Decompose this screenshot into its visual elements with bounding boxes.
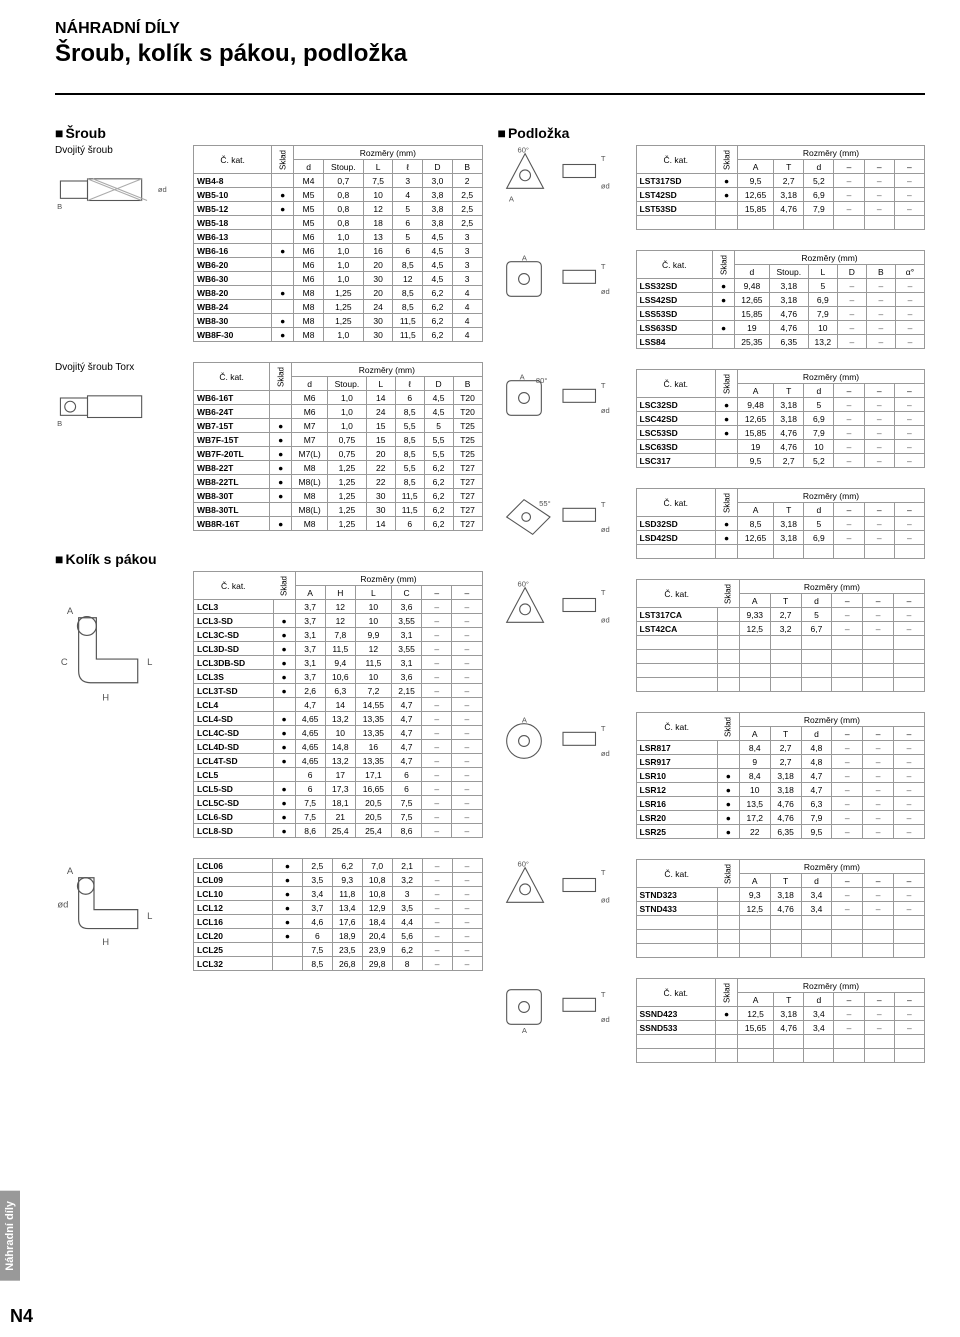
diagram-screw-torx: B (55, 377, 185, 437)
table-p5: Č. kat.SkladRozměry (mm)ATd–––LST317CA9,… (636, 579, 926, 692)
table-t2: Č. kat.SkladRozměry (mm)dStoup.LℓDBWB6-1… (193, 362, 483, 531)
svg-text:T: T (600, 154, 605, 163)
table-p8: Č. kat.SkladRozměry (mm)ATd–––SSND423●12… (636, 978, 926, 1063)
svg-text:H: H (102, 937, 109, 948)
svg-text:A: A (67, 866, 74, 877)
svg-text:T: T (600, 588, 605, 597)
svg-text:A: A (521, 716, 527, 725)
svg-text:60°: 60° (517, 580, 528, 589)
svg-text:ød: ød (600, 616, 609, 625)
diagram-screw: Bød (55, 160, 185, 220)
table-t4: LCL06●2,56,27,02,1––LCL09●3,59,310,83,2–… (193, 858, 483, 971)
table-p7: Č. kat.SkladRozměry (mm)ATd–––STND3239,3… (636, 859, 926, 958)
section-kolik: Kolík s pákou (55, 551, 483, 567)
diagram-washer-round: A Tød (498, 712, 628, 772)
side-tab: Náhradní díly (0, 1191, 20, 1281)
sub-dvojity: Dvojitý šroub (55, 145, 185, 156)
svg-text:ød: ød (158, 185, 167, 194)
table-t1: Č. kat.SkladRozměry (mm)dStoup.LℓDBWB4-8… (193, 145, 483, 342)
section-podlozka: Podložka (498, 125, 926, 141)
svg-text:ød: ød (600, 182, 609, 191)
svg-text:60°: 60° (517, 146, 528, 155)
svg-text:H: H (102, 693, 109, 704)
table-t3: Č. kat.SkladRozměry (mm)AHLC––LCL33,7121… (193, 571, 483, 838)
table-p2: Č. kat.SkladRozměry (mm)dStoup.LDBα°LSS3… (636, 250, 926, 349)
svg-text:T: T (600, 724, 605, 733)
svg-text:A: A (67, 606, 74, 617)
section-sroub: Šroub (55, 125, 483, 141)
svg-text:T: T (600, 868, 605, 877)
diagram-washer-tri3: 60° Tød (498, 859, 628, 919)
svg-text:ød: ød (600, 287, 609, 296)
table-p4: Č. kat.SkladRozměry (mm)ATd–––LSD32SD●8,… (636, 488, 926, 559)
diagram-washer-sq80: A80°Tød (498, 369, 628, 429)
svg-text:B: B (57, 202, 62, 211)
svg-text:B: B (57, 419, 62, 428)
diagram-washer-tri: 60° Tød A (498, 145, 628, 205)
svg-text:T: T (600, 990, 605, 999)
svg-text:L: L (147, 657, 152, 668)
svg-text:ød: ød (600, 525, 609, 534)
sub-dvojity-torx: Dvojitý šroub Torx (55, 362, 185, 373)
svg-text:ød: ød (600, 406, 609, 415)
diagram-lever1: A L H C (55, 571, 185, 771)
svg-text:ød: ød (600, 896, 609, 905)
diagram-washer-sq: ATød (498, 250, 628, 310)
page-title-small: NÁHRADNÍ DÍLY (55, 20, 925, 38)
divider (55, 93, 925, 95)
diagram-washer-tri2: 60° Tød (498, 579, 628, 639)
page-title-large: Šroub, kolík s pákou, podložka (55, 40, 925, 68)
svg-text:T: T (600, 262, 605, 271)
diagram-lever2: A L Hød (55, 858, 185, 968)
diagram-washer-rhomb: 55° Tød (498, 488, 628, 548)
svg-text:55°: 55° (539, 499, 550, 508)
table-p6: Č. kat.SkladRozměry (mm)ATd–––LSR8178,42… (636, 712, 926, 839)
svg-text:ød: ød (600, 749, 609, 758)
svg-text:L: L (147, 911, 152, 922)
svg-text:60°: 60° (517, 860, 528, 869)
table-p3: Č. kat.SkladRozměry (mm)ATd–––LSC32SD●9,… (636, 369, 926, 468)
svg-text:80°: 80° (535, 376, 546, 385)
table-p1: Č. kat.SkladRozměry (mm)ATd–––LST317SD●9… (636, 145, 926, 230)
svg-text:A: A (521, 1026, 527, 1035)
svg-text:ød: ød (600, 1015, 609, 1024)
svg-text:A: A (508, 195, 514, 204)
svg-text:C: C (61, 657, 68, 668)
svg-text:T: T (600, 500, 605, 509)
svg-text:ød: ød (57, 899, 68, 910)
diagram-washer-sq2: A Tød (498, 978, 628, 1038)
page-number: N4 (10, 1306, 33, 1327)
svg-text:T: T (600, 381, 605, 390)
